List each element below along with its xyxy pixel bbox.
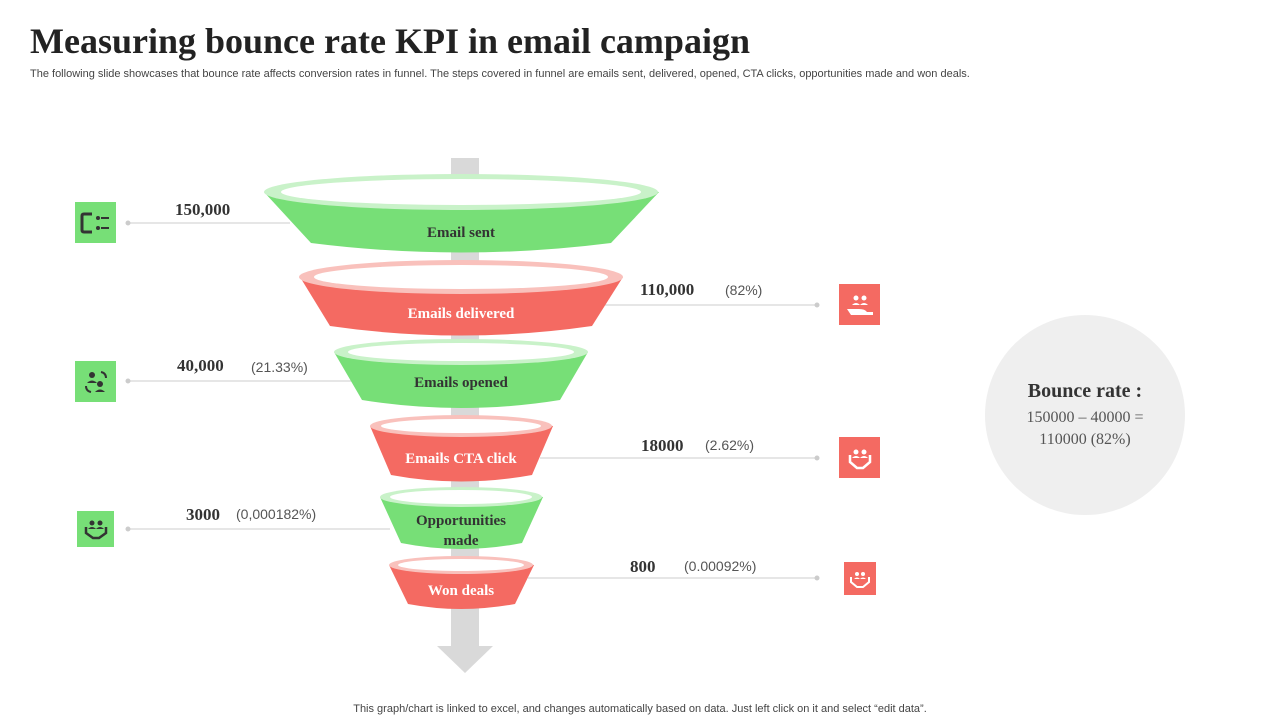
leader-lines bbox=[125, 220, 820, 581]
value-emails-cta-click: 18000 bbox=[641, 436, 684, 455]
hands-people-icon bbox=[839, 437, 880, 478]
people-exchange-icon bbox=[75, 361, 116, 402]
percent-won-deals: (0.00092%) bbox=[684, 558, 757, 574]
bounce-rate-formula: 150000 – 40000 = 110000 (82%) bbox=[1026, 408, 1144, 448]
percent-emails-opened: (21.33%) bbox=[251, 359, 308, 375]
value-email-sent: 150,000 bbox=[175, 200, 231, 219]
email-list-icon bbox=[75, 202, 116, 243]
stage-label: Emails CTA click bbox=[405, 451, 517, 467]
hand-people-icon bbox=[839, 284, 880, 325]
hands-group-icon bbox=[77, 511, 114, 547]
slide-footer-note: This graph/chart is linked to excel, and… bbox=[353, 703, 927, 715]
percent-opportunities-made: (0,000182%) bbox=[236, 506, 317, 522]
slide-subtitle: The following slide showcases that bounc… bbox=[30, 68, 970, 80]
funnel-stage-emails-delivered: Emails delivered bbox=[299, 260, 623, 336]
value-emails-opened: 40,000 bbox=[177, 356, 224, 375]
bounce-rate-title: Bounce rate : bbox=[1027, 379, 1143, 402]
value-won-deals: 800 bbox=[630, 557, 656, 576]
stage-label-line2: made bbox=[444, 533, 479, 549]
percent-emails-cta-click: (2.62%) bbox=[705, 437, 755, 453]
slide-title: Measuring bounce rate KPI in email campa… bbox=[30, 21, 750, 61]
bounce-rate-circle: Bounce rate : 150000 – 40000 = 110000 (8… bbox=[985, 315, 1185, 515]
value-emails-delivered: 110,000 bbox=[640, 280, 695, 299]
funnel-stage-emails-cta-click: Emails CTA click bbox=[370, 415, 553, 482]
stage-label: Email sent bbox=[427, 225, 495, 241]
funnel-stage-opportunities-made: Opportunities made bbox=[380, 487, 543, 549]
percent-emails-delivered: (82%) bbox=[725, 282, 763, 298]
stage-label: Emails delivered bbox=[408, 306, 515, 322]
value-opportunities-made: 3000 bbox=[186, 505, 220, 524]
hands-care-icon bbox=[844, 562, 876, 595]
stage-label-line1: Opportunities bbox=[416, 513, 506, 529]
stage-label: Won deals bbox=[428, 583, 494, 599]
funnel-stage-won-deals: Won deals bbox=[389, 556, 534, 609]
stage-label: Emails opened bbox=[414, 375, 508, 391]
funnel-stage-emails-opened: Emails opened bbox=[334, 339, 588, 408]
funnel-stage-email-sent: Email sent bbox=[264, 174, 659, 253]
